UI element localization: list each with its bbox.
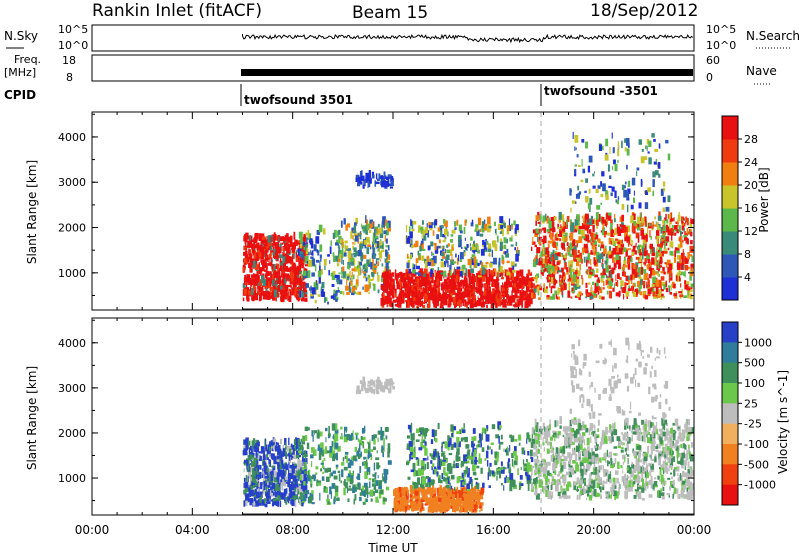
noise-right-tick-top: 10^5: [706, 23, 736, 36]
y-tick-label: 3000: [58, 176, 86, 189]
colorbar-segment: [722, 162, 738, 186]
velocity-panel: 1000 2000 3000 4000 Slant Range [km] 1000 50…: [25, 317, 790, 516]
colorbar-tick-label: 500: [744, 357, 765, 370]
colorbar-tick-label: 24: [744, 156, 758, 169]
station-title: Rankin Inlet (fitACF): [92, 1, 262, 21]
time-tick-label: 00:00: [677, 523, 712, 537]
colorbar-tick-label: 16: [744, 202, 758, 215]
time-tick-label: 12:00: [376, 523, 411, 537]
time-tick-label: 00:00: [75, 523, 110, 537]
colorbar-segment: [722, 277, 738, 301]
time-tick-label: 20:00: [576, 523, 611, 537]
y-tick-label: 3000: [58, 382, 86, 395]
time-axis-title: Time UT: [367, 541, 418, 554]
colorbar-segment: [722, 484, 738, 506]
colorbar-segment: [722, 464, 738, 486]
noise-panel: N.Sky 10^5 10^0 10^5 10^0 N.Search: [4, 23, 800, 52]
freq-tick-bottom: 8: [66, 71, 73, 84]
colorbar-segment: [722, 403, 738, 425]
colorbar-tick-label: -1000: [744, 479, 776, 492]
power-colorbar-label: Power [dB]: [757, 167, 771, 232]
nave-tick-bottom: 0: [706, 71, 713, 84]
colorbar-segment: [722, 185, 738, 209]
power-x-ticks: [91, 112, 695, 310]
noise-left-tick-bottom: 10^0: [58, 39, 88, 52]
colorbar-segment: [722, 254, 738, 278]
colorbar-segment: [722, 322, 738, 343]
nave-label: Nave: [746, 64, 777, 78]
colorbar-tick-label: -100: [744, 438, 769, 451]
colorbar-segment: [722, 139, 738, 163]
colorbar-tick-label: 12: [744, 225, 758, 238]
noise-right-label: N.Search: [746, 29, 800, 43]
frequency-panel: Freq. [MHz] 18 8 60 0 Nave: [4, 53, 777, 85]
velocity-colorbar: 1000 500 100 25 -25 -100 -500 -1000: [721, 321, 776, 506]
colorbar-segment: [722, 342, 738, 364]
y-tick-label: 1000: [58, 472, 86, 485]
noise-trace: [242, 33, 694, 44]
power-colorbar: 4 8 12 16 20 24 28: [721, 115, 758, 301]
colorbar-tick-label: 20: [744, 179, 758, 192]
time-tick-label: 08:00: [275, 523, 310, 537]
colorbar-tick-label: 28: [744, 133, 758, 146]
velocity-colorbar-label: Velocity [m s^-1]: [776, 370, 790, 474]
nave-tick-top: 60: [706, 54, 720, 67]
velocity-data: [242, 337, 695, 515]
power-panel: 1000 2000 3000 4000 Slant Range [km] 4 8 12 16…: [25, 111, 771, 311]
noise-left-tick-top: 10^5: [58, 23, 88, 36]
freq-label-1: Freq.: [14, 53, 41, 66]
velocity-y-axis: 1000 2000 3000 4000: [58, 319, 694, 502]
cpid-label: CPID: [4, 88, 36, 102]
beam-title: Beam 15: [352, 3, 428, 23]
freq-label-2: [MHz]: [4, 66, 36, 79]
noise-left-label: N.Sky: [4, 29, 38, 43]
date-title: 18/Sep/2012: [590, 1, 698, 21]
colorbar-tick-label: -25: [744, 418, 762, 431]
colorbar-segment: [722, 383, 738, 404]
colorbar-tick-label: 1000: [744, 336, 772, 349]
power-y-label: Slant Range [km]: [25, 160, 39, 264]
colorbar-segment: [722, 116, 738, 140]
colorbar-tick-label: 100: [744, 377, 765, 390]
noise-right-tick-bottom: 10^0: [706, 39, 736, 52]
y-tick-label: 2000: [58, 222, 86, 235]
y-tick-label: 2000: [58, 427, 86, 440]
colorbar-segment: [722, 362, 738, 384]
y-tick-label: 4000: [58, 131, 86, 144]
colorbar-segment: [722, 231, 738, 255]
velocity-x-ticks: [91, 318, 695, 515]
cpid-program-1: twofsound 3501: [244, 93, 353, 107]
colorbar-tick-label: 4: [744, 271, 751, 284]
frequency-band: [241, 69, 693, 76]
colorbar-segment: [722, 444, 738, 465]
velocity-y-label: Slant Range [km]: [25, 366, 39, 470]
colorbar-tick-label: -500: [744, 458, 769, 471]
freq-tick-top: 18: [62, 54, 76, 67]
power-y-axis: 1000 2000 3000 4000: [58, 113, 694, 297]
colorbar-frame: [721, 321, 739, 506]
time-tick-label: 16:00: [476, 523, 511, 537]
colorbar-segment: [722, 423, 738, 445]
y-tick-label: 1000: [58, 267, 86, 280]
power-data: [242, 131, 695, 310]
cpid-program-2: twofsound -3501: [544, 84, 658, 98]
time-axis-labels: 00:00 04:00 08:00 12:00 16:00 20:00 00:00: [75, 523, 712, 537]
colorbar-tick-label: 25: [744, 397, 758, 410]
colorbar-tick-label: 8: [744, 248, 751, 261]
cpid-panel: CPID twofsound 3501 twofsound -3501: [4, 84, 658, 107]
colorbar-segment: [722, 208, 738, 232]
y-tick-label: 4000: [58, 337, 86, 350]
time-tick-label: 04:00: [175, 523, 210, 537]
